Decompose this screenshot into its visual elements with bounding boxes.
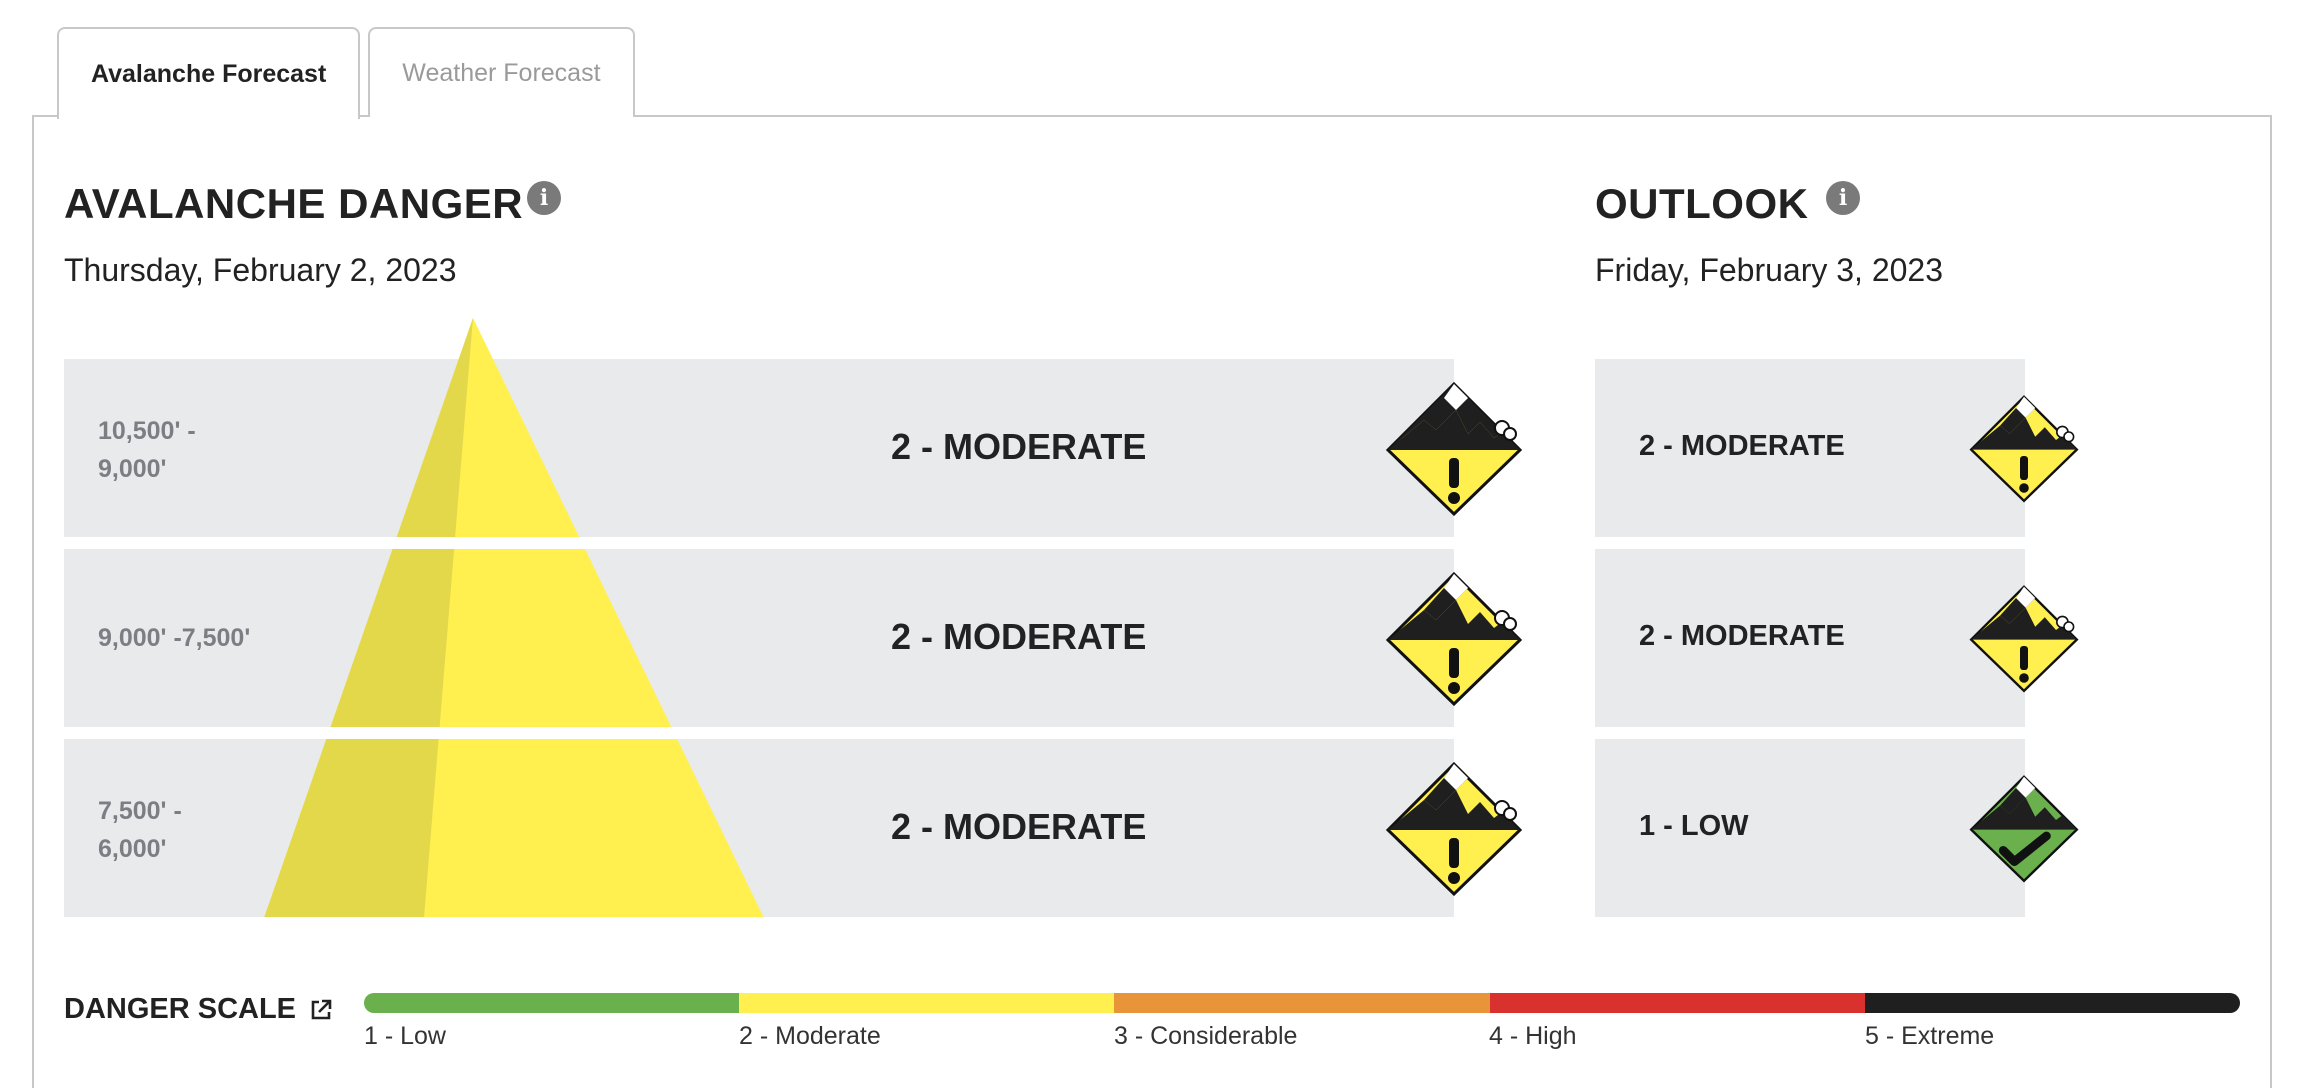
moderate-danger-icon bbox=[1385, 761, 1523, 896]
scale-segment-moderate bbox=[739, 993, 1115, 1013]
outlook-date: Friday, February 3, 2023 bbox=[1595, 252, 1944, 288]
danger-info-icon[interactable]: i bbox=[527, 181, 561, 215]
outlook-info-icon[interactable]: i bbox=[1826, 181, 1860, 215]
danger-scale-link[interactable]: DANGER SCALE bbox=[64, 993, 334, 1026]
danger-row-upper: 10,500' - 9,000' bbox=[64, 359, 1454, 537]
low-danger-icon bbox=[1969, 775, 2079, 883]
scale-label-considerable: 3 - Considerable bbox=[1114, 1022, 1298, 1050]
danger-scale-bar bbox=[364, 993, 2240, 1013]
moderate-danger-icon bbox=[1969, 395, 2079, 503]
outlook-rating-middle: 2 - MODERATE bbox=[1639, 620, 1845, 652]
elevation-band-label: 9,000' -7,500' bbox=[98, 624, 251, 652]
danger-rating-middle: 2 - MODERATE bbox=[891, 616, 1147, 657]
moderate-danger-icon bbox=[1969, 585, 2079, 693]
outlook-row-upper: 2 - MODERATE bbox=[1595, 359, 2025, 537]
danger-rating-lower: 2 - MODERATE bbox=[891, 806, 1147, 847]
tab-weather-forecast[interactable]: Weather Forecast bbox=[368, 27, 635, 117]
danger-row-lower: 7,500' - 6,000' bbox=[64, 739, 1454, 917]
tab-avalanche-forecast[interactable]: Avalanche Forecast bbox=[57, 27, 361, 119]
outlook-title: OUTLOOK bbox=[1595, 180, 1809, 227]
scale-segment-high bbox=[1489, 993, 1865, 1013]
scale-label-low: 1 - Low bbox=[364, 1022, 446, 1050]
moderate-danger-icon bbox=[1385, 381, 1523, 516]
avalanche-danger-title: AVALANCHE DANGER bbox=[64, 180, 524, 227]
outlook-rating-upper: 2 - MODERATE bbox=[1639, 430, 1845, 462]
forecast-tabs: Avalanche Forecast Weather Forecast bbox=[57, 27, 635, 119]
outlook-row-lower: 1 - LOW bbox=[1595, 739, 2025, 917]
elevation-band-label: 10,500' - 9,000' bbox=[98, 417, 196, 483]
scale-label-moderate: 2 - Moderate bbox=[739, 1022, 881, 1050]
elevation-band-label: 7,500' - 6,000' bbox=[98, 797, 182, 863]
scale-segment-extreme bbox=[1864, 993, 2240, 1013]
scale-segment-considerable bbox=[1114, 993, 1490, 1013]
moderate-danger-icon bbox=[1385, 571, 1523, 706]
scale-label-high: 4 - High bbox=[1489, 1022, 1577, 1050]
outlook-row-middle: 2 - MODERATE bbox=[1595, 549, 2025, 727]
external-link-icon bbox=[311, 999, 332, 1019]
danger-scale-title: DANGER SCALE bbox=[64, 993, 297, 1025]
outlook-rating-lower: 1 - LOW bbox=[1639, 810, 1749, 842]
danger-row-middle: 9,000' -7,500' bbox=[64, 549, 1454, 727]
danger-date: Thursday, February 2, 2023 bbox=[64, 252, 457, 288]
scale-segment-low bbox=[364, 993, 740, 1013]
scale-label-extreme: 5 - Extreme bbox=[1865, 1022, 1995, 1050]
danger-rating-upper: 2 - MODERATE bbox=[891, 426, 1147, 467]
